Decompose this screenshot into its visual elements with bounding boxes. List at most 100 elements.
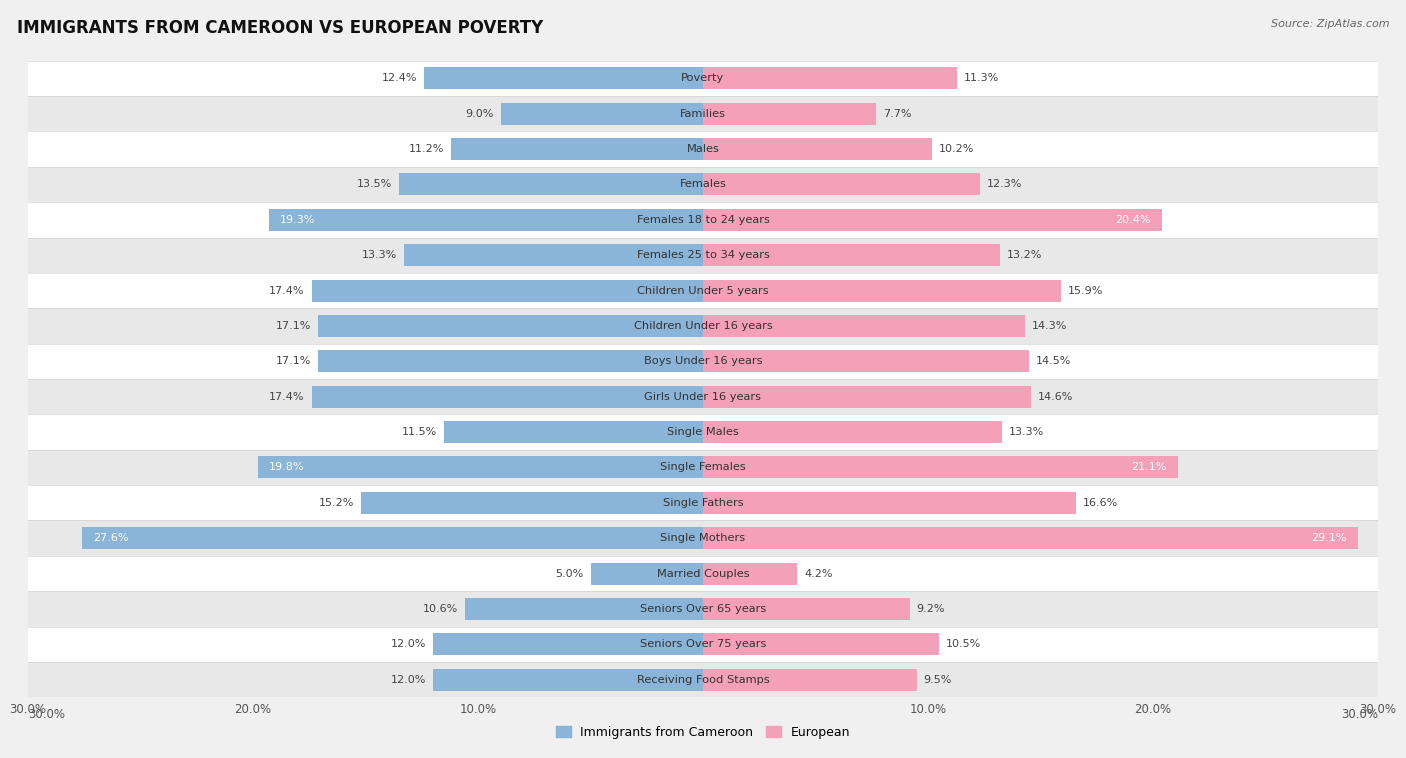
Text: 29.1%: 29.1% xyxy=(1310,533,1347,543)
Bar xyxy=(703,456,1178,478)
Bar xyxy=(591,562,703,584)
Bar xyxy=(312,386,703,408)
Text: 30.0%: 30.0% xyxy=(28,708,65,721)
Text: 12.0%: 12.0% xyxy=(391,675,426,684)
Bar xyxy=(312,280,703,302)
Text: Source: ZipAtlas.com: Source: ZipAtlas.com xyxy=(1271,19,1389,29)
Bar xyxy=(703,209,1161,230)
Text: IMMIGRANTS FROM CAMEROON VS EUROPEAN POVERTY: IMMIGRANTS FROM CAMEROON VS EUROPEAN POV… xyxy=(17,19,543,37)
Text: 5.0%: 5.0% xyxy=(555,568,583,578)
Bar xyxy=(28,167,1378,202)
Bar xyxy=(404,244,703,266)
Bar xyxy=(703,492,1077,514)
Legend: Immigrants from Cameroon, European: Immigrants from Cameroon, European xyxy=(555,726,851,739)
Text: 9.5%: 9.5% xyxy=(924,675,952,684)
Text: Seniors Over 65 years: Seniors Over 65 years xyxy=(640,604,766,614)
Bar xyxy=(703,280,1060,302)
Bar xyxy=(464,598,703,620)
Bar xyxy=(433,634,703,655)
Bar xyxy=(28,309,1378,343)
Text: 17.1%: 17.1% xyxy=(276,321,312,331)
Bar xyxy=(703,103,876,124)
Text: Males: Males xyxy=(686,144,720,154)
Text: 30.0%: 30.0% xyxy=(1341,708,1378,721)
Text: 12.3%: 12.3% xyxy=(987,180,1022,190)
Text: 17.1%: 17.1% xyxy=(276,356,312,366)
Text: Poverty: Poverty xyxy=(682,74,724,83)
Bar xyxy=(703,244,1000,266)
Text: 10.2%: 10.2% xyxy=(939,144,974,154)
Bar xyxy=(703,669,917,691)
Text: 17.4%: 17.4% xyxy=(270,286,305,296)
Text: Single Mothers: Single Mothers xyxy=(661,533,745,543)
Bar xyxy=(82,528,703,549)
Bar xyxy=(703,138,932,160)
Text: Seniors Over 75 years: Seniors Over 75 years xyxy=(640,639,766,650)
Text: Children Under 5 years: Children Under 5 years xyxy=(637,286,769,296)
Text: 11.3%: 11.3% xyxy=(965,74,1000,83)
Text: Single Females: Single Females xyxy=(661,462,745,472)
Bar xyxy=(28,61,1378,96)
Bar xyxy=(361,492,703,514)
Text: 15.2%: 15.2% xyxy=(319,498,354,508)
Bar xyxy=(318,315,703,337)
Text: 7.7%: 7.7% xyxy=(883,108,911,119)
Bar xyxy=(28,379,1378,415)
Bar xyxy=(28,343,1378,379)
Text: 19.3%: 19.3% xyxy=(280,215,315,225)
Bar xyxy=(28,131,1378,167)
Bar xyxy=(28,273,1378,309)
Text: 15.9%: 15.9% xyxy=(1067,286,1102,296)
Bar xyxy=(703,598,910,620)
Bar xyxy=(318,350,703,372)
Text: 13.3%: 13.3% xyxy=(1010,427,1045,437)
Bar xyxy=(28,591,1378,627)
Text: 13.5%: 13.5% xyxy=(357,180,392,190)
Bar xyxy=(703,528,1358,549)
Text: 12.4%: 12.4% xyxy=(382,74,418,83)
Text: 19.8%: 19.8% xyxy=(269,462,304,472)
Bar xyxy=(703,634,939,655)
Bar xyxy=(703,174,980,196)
Text: Children Under 16 years: Children Under 16 years xyxy=(634,321,772,331)
Bar xyxy=(28,485,1378,521)
Bar xyxy=(703,315,1025,337)
Text: Single Fathers: Single Fathers xyxy=(662,498,744,508)
Bar xyxy=(433,669,703,691)
Text: 9.0%: 9.0% xyxy=(465,108,494,119)
Text: 17.4%: 17.4% xyxy=(270,392,305,402)
Text: Married Couples: Married Couples xyxy=(657,568,749,578)
Bar xyxy=(28,415,1378,449)
Text: 11.5%: 11.5% xyxy=(402,427,437,437)
Text: 12.0%: 12.0% xyxy=(391,639,426,650)
Text: Females 25 to 34 years: Females 25 to 34 years xyxy=(637,250,769,260)
Bar xyxy=(28,627,1378,662)
Text: 14.6%: 14.6% xyxy=(1038,392,1074,402)
Bar xyxy=(257,456,703,478)
Text: 13.3%: 13.3% xyxy=(361,250,396,260)
Text: Females 18 to 24 years: Females 18 to 24 years xyxy=(637,215,769,225)
Bar xyxy=(703,562,797,584)
Bar xyxy=(399,174,703,196)
Text: 11.2%: 11.2% xyxy=(409,144,444,154)
Bar xyxy=(444,421,703,443)
Text: Single Males: Single Males xyxy=(666,427,740,437)
Text: 21.1%: 21.1% xyxy=(1130,462,1167,472)
Text: 9.2%: 9.2% xyxy=(917,604,945,614)
Text: 20.4%: 20.4% xyxy=(1115,215,1150,225)
Bar xyxy=(28,237,1378,273)
Text: Receiving Food Stamps: Receiving Food Stamps xyxy=(637,675,769,684)
Text: 14.5%: 14.5% xyxy=(1036,356,1071,366)
Bar xyxy=(28,96,1378,131)
Text: 4.2%: 4.2% xyxy=(804,568,832,578)
Bar xyxy=(703,350,1029,372)
Text: 10.5%: 10.5% xyxy=(946,639,981,650)
Text: 13.2%: 13.2% xyxy=(1007,250,1042,260)
Text: 14.3%: 14.3% xyxy=(1032,321,1067,331)
Bar xyxy=(425,67,703,89)
Bar xyxy=(28,202,1378,237)
Text: 10.6%: 10.6% xyxy=(423,604,458,614)
Text: Boys Under 16 years: Boys Under 16 years xyxy=(644,356,762,366)
Text: Girls Under 16 years: Girls Under 16 years xyxy=(644,392,762,402)
Bar xyxy=(703,386,1032,408)
